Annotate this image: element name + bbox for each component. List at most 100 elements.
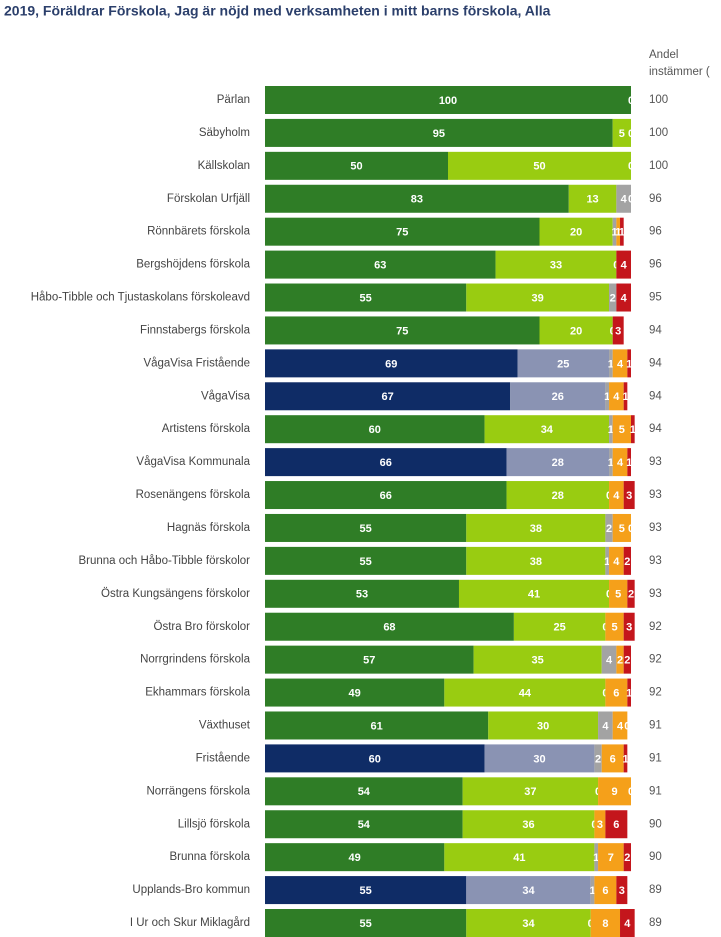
bar-segment xyxy=(605,382,610,411)
bar-segment xyxy=(265,86,631,114)
category-label: Brunna och Håbo-Tibble förskolor xyxy=(78,555,250,567)
category-label: Rönnbärets förskola xyxy=(147,226,251,238)
category-label: Bergshöjdens förskola xyxy=(136,259,250,271)
bar-segment xyxy=(265,744,485,773)
segment-label: 38 xyxy=(530,556,542,568)
share-value: 94 xyxy=(649,324,662,336)
segment-label: 1 xyxy=(626,687,632,699)
bar-segment xyxy=(484,415,610,444)
segment-label: 5 xyxy=(615,589,621,601)
bar-segment xyxy=(265,612,514,641)
segment-label: 1 xyxy=(622,753,628,765)
category-label: Håbo-Tibble och Tjustaskolans förskoleav… xyxy=(31,292,250,304)
segment-label: 53 xyxy=(356,589,368,601)
category-label: Östra Kungsängens förskolor xyxy=(101,588,250,600)
category-label: Källskolan xyxy=(198,160,250,172)
bar-segment xyxy=(612,415,631,444)
share-value: 92 xyxy=(649,621,662,633)
bar-segment xyxy=(458,579,610,608)
segment-label: 0 xyxy=(624,720,630,732)
segment-label: 1 xyxy=(593,852,599,864)
bar-segment xyxy=(590,909,621,937)
bar-segment xyxy=(627,448,631,477)
share-value: 96 xyxy=(649,193,662,205)
segment-label: 25 xyxy=(557,358,569,370)
segment-label: 1 xyxy=(622,391,628,403)
bar-segment xyxy=(616,217,621,246)
bar-segment xyxy=(601,645,617,674)
segment-label: 1 xyxy=(608,457,614,469)
segment-label: 66 xyxy=(380,457,392,469)
segment-label: 1 xyxy=(630,424,636,436)
segment-label: 66 xyxy=(380,490,392,502)
bar-segment xyxy=(609,448,613,477)
bar-segment xyxy=(627,349,631,378)
category-label: VågaVisa xyxy=(201,390,251,402)
bar-segment xyxy=(612,711,628,740)
segment-label: 3 xyxy=(615,325,621,337)
bar-segment xyxy=(466,283,610,312)
segment-label: 26 xyxy=(552,391,564,403)
bar-segment xyxy=(265,711,489,740)
share-value: 94 xyxy=(649,390,662,402)
segment-label: 44 xyxy=(519,687,532,699)
segment-label: 2 xyxy=(606,523,612,535)
segment-label: 100 xyxy=(439,95,457,107)
share-value: 90 xyxy=(649,818,662,830)
bar-segment xyxy=(616,184,631,213)
segment-label: 1 xyxy=(608,424,614,436)
segment-label: 4 xyxy=(606,655,613,667)
segment-label: 2 xyxy=(617,655,623,667)
bar-segment xyxy=(462,810,595,839)
bar-segment xyxy=(616,876,628,905)
segment-label: 83 xyxy=(411,194,423,206)
category-label: Artistens förskola xyxy=(162,423,251,435)
bar-segment xyxy=(265,250,496,279)
bar-segment xyxy=(612,349,628,378)
segment-label: 75 xyxy=(396,325,408,337)
bar-segment xyxy=(513,612,606,641)
bar-segment xyxy=(265,184,569,213)
bar-segment xyxy=(517,349,610,378)
segment-label: 3 xyxy=(619,885,625,897)
bar-segment xyxy=(594,810,606,839)
segment-label: 34 xyxy=(522,918,535,930)
segment-label: 50 xyxy=(350,161,362,173)
bar-segment xyxy=(444,678,606,707)
segment-label: 4 xyxy=(617,720,624,732)
segment-label: 2 xyxy=(628,589,634,601)
bar-segment xyxy=(631,415,635,444)
segment-label: 7 xyxy=(608,852,614,864)
share-value: 91 xyxy=(649,752,662,764)
bar-segment xyxy=(265,909,467,937)
bar-segment xyxy=(627,579,635,608)
category-label: Växthuset xyxy=(199,720,251,732)
segment-label: 49 xyxy=(349,852,361,864)
category-label: Rosenängens förskola xyxy=(136,489,251,501)
bar-segment xyxy=(605,546,610,575)
bar-segment xyxy=(265,546,467,575)
bar-segment xyxy=(623,744,628,773)
segment-label: 55 xyxy=(360,918,372,930)
share-value: 100 xyxy=(649,127,668,139)
segment-label: 75 xyxy=(396,227,408,239)
segment-label: 5 xyxy=(619,523,625,535)
bar-segment xyxy=(594,843,599,872)
segment-label: 1 xyxy=(604,556,610,568)
bar-segment xyxy=(609,579,628,608)
segment-label: 4 xyxy=(624,918,631,930)
segment-label: 8 xyxy=(602,918,608,930)
bar-segment xyxy=(265,843,445,872)
share-header: Andel xyxy=(649,49,678,61)
segment-label: 4 xyxy=(613,391,620,403)
segment-label: 4 xyxy=(613,556,620,568)
segment-label: 60 xyxy=(369,424,381,436)
bar-segment xyxy=(539,217,613,246)
share-value: 92 xyxy=(649,654,662,666)
segment-label: 4 xyxy=(602,720,609,732)
share-value: 91 xyxy=(649,720,662,732)
share-value: 93 xyxy=(649,522,662,534)
bar-segment xyxy=(506,481,610,510)
share-value: 93 xyxy=(649,555,662,567)
